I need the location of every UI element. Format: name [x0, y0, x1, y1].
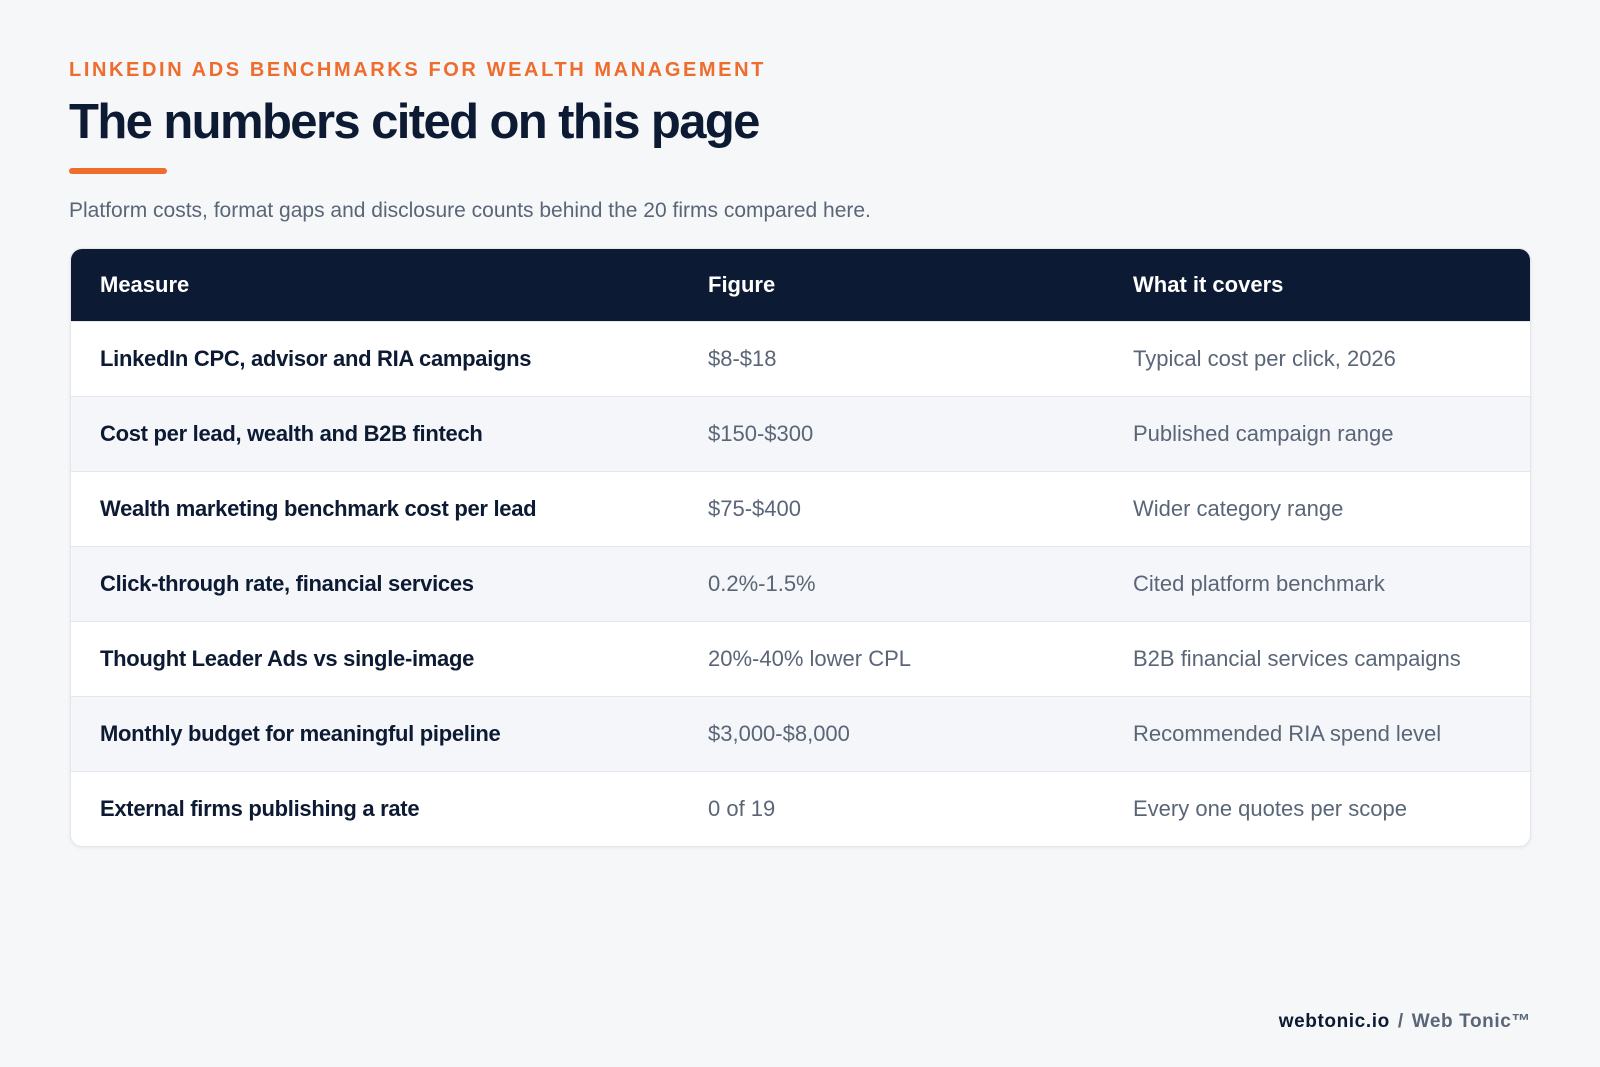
cell-figure: $150-$300: [708, 420, 814, 446]
table-row: Click-through rate, financial services 0…: [71, 546, 1530, 621]
page-subtitle: Platform costs, format gaps and disclosu…: [69, 199, 871, 222]
table-row: Monthly budget for meaningful pipeline $…: [71, 696, 1530, 771]
cell-measure: LinkedIn CPC, advisor and RIA campaigns: [100, 345, 532, 371]
cell-measure: Cost per lead, wealth and B2B fintech: [100, 420, 483, 446]
cell-figure: 20%-40% lower CPL: [708, 645, 911, 671]
cell-figure: 0.2%-1.5%: [708, 570, 816, 596]
cell-measure: External firms publishing a rate: [100, 795, 420, 821]
column-header-measure: Measure: [100, 271, 190, 297]
cell-covers: Recommended RIA spend level: [1133, 720, 1442, 746]
cell-measure: Click-through rate, financial services: [100, 570, 474, 596]
footer-brand: Web Tonic™: [1411, 1011, 1531, 1032]
cell-measure: Thought Leader Ads vs single-image: [100, 645, 475, 671]
cell-figure: 0 of 19: [708, 795, 776, 821]
column-header-covers: What it covers: [1133, 271, 1284, 297]
table-body: LinkedIn CPC, advisor and RIA campaigns …: [71, 321, 1530, 846]
cell-covers: Every one quotes per scope: [1133, 795, 1407, 821]
benchmark-table-card: Measure Figure What it covers LinkedIn C…: [70, 248, 1531, 847]
table-row: Cost per lead, wealth and B2B fintech $1…: [71, 396, 1530, 471]
table-row: Thought Leader Ads vs single-image 20%-4…: [71, 621, 1530, 696]
cell-covers: B2B financial services campaigns: [1133, 645, 1461, 671]
table-row: LinkedIn CPC, advisor and RIA campaigns …: [71, 321, 1530, 396]
cell-covers: Cited platform benchmark: [1133, 570, 1385, 596]
footer-domain-link[interactable]: webtonic.io: [1278, 1011, 1390, 1032]
benchmark-table: Measure Figure What it covers LinkedIn C…: [71, 249, 1530, 846]
cell-covers: Wider category range: [1133, 495, 1344, 521]
cell-measure: Monthly budget for meaningful pipeline: [100, 720, 501, 746]
cell-measure: Wealth marketing benchmark cost per lead: [100, 495, 537, 521]
table-row: Wealth marketing benchmark cost per lead…: [71, 471, 1530, 546]
title-accent-rule: [69, 168, 167, 174]
table-header-row: Measure Figure What it covers: [71, 249, 1530, 321]
table-header: Measure Figure What it covers: [71, 249, 1530, 321]
eyebrow-label: LINKEDIN ADS BENCHMARKS FOR WEALTH MANAG…: [69, 59, 766, 81]
footer-separator: /: [1397, 1011, 1404, 1032]
column-header-figure: Figure: [708, 271, 776, 297]
cell-figure: $3,000-$8,000: [708, 720, 850, 746]
table-row: External firms publishing a rate 0 of 19…: [71, 771, 1530, 846]
footer-attribution: webtonic.io / Web Tonic™: [1279, 1011, 1531, 1033]
page-title: The numbers cited on this page: [69, 95, 760, 149]
cell-figure: $8-$18: [708, 345, 777, 371]
page-header: LINKEDIN ADS BENCHMARKS FOR WEALTH MANAG…: [69, 56, 1530, 226]
cell-figure: $75-$400: [708, 495, 801, 521]
cell-covers: Published campaign range: [1133, 420, 1394, 446]
cell-covers: Typical cost per click, 2026: [1133, 345, 1396, 371]
